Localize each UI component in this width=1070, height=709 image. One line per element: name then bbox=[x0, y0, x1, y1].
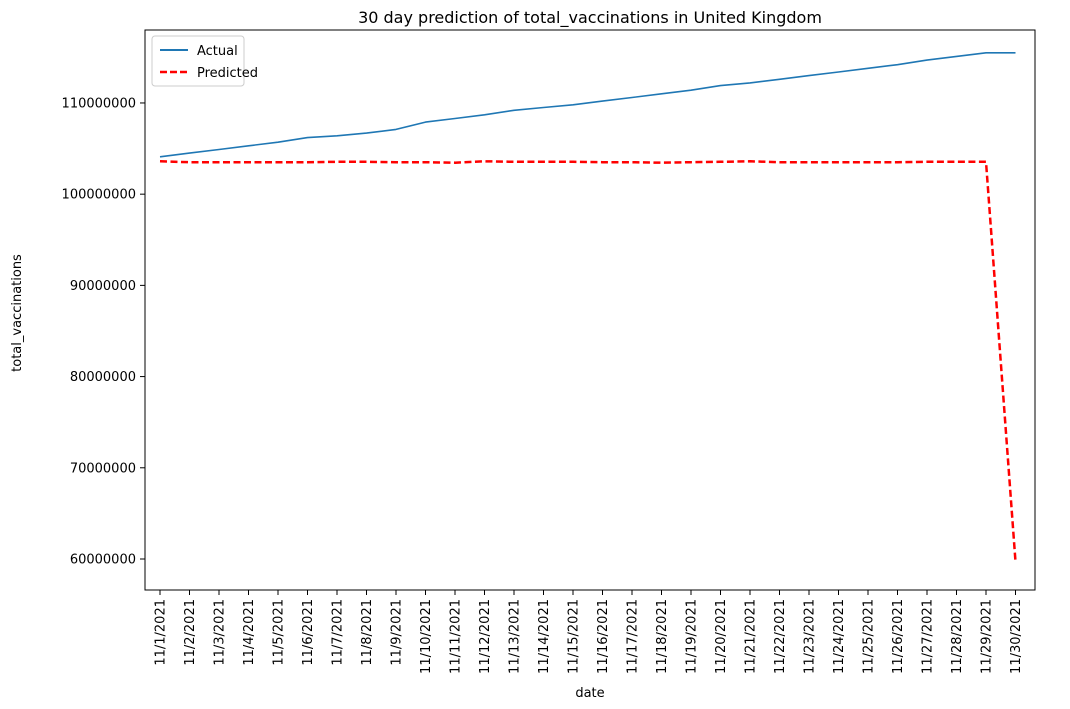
x-tick-label: 11/10/2021 bbox=[419, 599, 434, 674]
x-tick-label: 11/14/2021 bbox=[537, 599, 552, 674]
y-tick-label: 100000000 bbox=[62, 188, 136, 203]
x-tick-label: 11/25/2021 bbox=[862, 599, 877, 674]
x-tick-label: 11/27/2021 bbox=[921, 599, 936, 674]
y-axis-label: total_vaccinations bbox=[10, 254, 25, 372]
x-tick-label: 11/7/2021 bbox=[331, 599, 346, 666]
x-tick-label: 11/19/2021 bbox=[685, 599, 700, 674]
x-axis: 11/1/2021 11/2/2021 11/3/2021 11/4/2021 11/5… bbox=[154, 590, 1024, 674]
plot-frame bbox=[144, 29, 1036, 591]
x-tick-label: 11/1/2021 bbox=[154, 599, 169, 666]
legend-box bbox=[151, 35, 245, 87]
x-tick-label: 11/9/2021 bbox=[390, 599, 405, 666]
series-layer bbox=[159, 51, 1017, 562]
x-tick-label: 11/20/2021 bbox=[714, 599, 729, 674]
y-tick-label: 70000000 bbox=[70, 461, 136, 476]
x-tick-label: 11/16/2021 bbox=[596, 599, 611, 674]
x-tick-label: 11/5/2021 bbox=[272, 599, 287, 666]
legend-label-actual: Actual bbox=[197, 44, 238, 59]
x-tick-label: 11/22/2021 bbox=[773, 599, 788, 674]
legend-label-predicted: Predicted bbox=[197, 66, 258, 81]
x-tick-label: 11/6/2021 bbox=[301, 599, 316, 666]
x-tick-label: 11/28/2021 bbox=[950, 599, 965, 674]
x-tick-label: 11/30/2021 bbox=[1009, 599, 1024, 674]
x-tick-label: 11/18/2021 bbox=[655, 599, 670, 674]
legend: Actual Predicted bbox=[151, 35, 258, 87]
y-tick-label: 90000000 bbox=[70, 279, 136, 294]
x-tick-label: 11/2/2021 bbox=[183, 599, 198, 666]
x-tick-label: 11/23/2021 bbox=[803, 599, 818, 674]
x-tick-label: 11/21/2021 bbox=[744, 599, 759, 674]
x-axis-label: date bbox=[575, 686, 604, 701]
y-tick-label: 60000000 bbox=[70, 552, 136, 567]
x-tick-label: 11/12/2021 bbox=[478, 599, 493, 674]
x-tick-label: 11/8/2021 bbox=[360, 599, 375, 666]
x-tick-label: 11/24/2021 bbox=[832, 599, 847, 674]
x-tick-label: 11/11/2021 bbox=[449, 599, 464, 674]
x-tick-label: 11/29/2021 bbox=[980, 599, 995, 674]
x-tick-label: 11/15/2021 bbox=[567, 599, 582, 674]
x-tick-label: 11/3/2021 bbox=[213, 599, 228, 666]
x-tick-label: 11/17/2021 bbox=[626, 599, 641, 674]
chart-title: 30 day prediction of total_vaccinations … bbox=[358, 8, 822, 28]
y-tick-label: 110000000 bbox=[62, 96, 136, 111]
series-line-actual bbox=[159, 51, 1016, 158]
x-tick-label: 11/4/2021 bbox=[242, 599, 257, 666]
y-tick-label: 80000000 bbox=[70, 370, 136, 385]
y-axis: 60000000 70000000 80000000 90000000 10000000… bbox=[62, 96, 145, 567]
series-line-predicted bbox=[159, 160, 1017, 562]
x-tick-label: 11/13/2021 bbox=[508, 599, 523, 674]
x-tick-label: 11/26/2021 bbox=[891, 599, 906, 674]
